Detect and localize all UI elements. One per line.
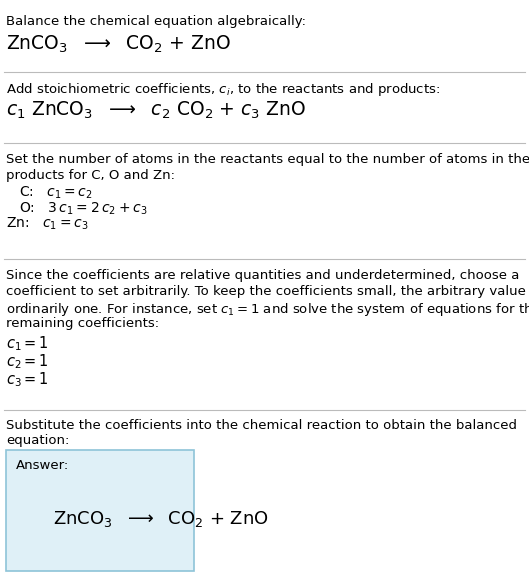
Text: equation:: equation: xyxy=(6,434,70,447)
Text: Set the number of atoms in the reactants equal to the number of atoms in the: Set the number of atoms in the reactants… xyxy=(6,153,529,166)
Text: Answer:: Answer: xyxy=(16,459,69,472)
Text: Add stoichiometric coefficients, $c_i$, to the reactants and products:: Add stoichiometric coefficients, $c_i$, … xyxy=(6,81,441,98)
Text: $c_2 = 1$: $c_2 = 1$ xyxy=(6,352,49,371)
Text: Zn:   $c_1 = c_3$: Zn: $c_1 = c_3$ xyxy=(6,216,89,232)
Text: $c_1$ ZnCO$_3$  $\longrightarrow$  $c_2$ CO$_2$ + $c_3$ ZnO: $c_1$ ZnCO$_3$ $\longrightarrow$ $c_2$ C… xyxy=(6,100,306,121)
Text: $c_3 = 1$: $c_3 = 1$ xyxy=(6,370,49,389)
Text: ordinarily one. For instance, set $c_1 = 1$ and solve the system of equations fo: ordinarily one. For instance, set $c_1 =… xyxy=(6,301,529,318)
Text: C:   $c_1 = c_2$: C: $c_1 = c_2$ xyxy=(19,184,92,201)
Text: ZnCO$_3$  $\longrightarrow$  CO$_2$ + ZnO: ZnCO$_3$ $\longrightarrow$ CO$_2$ + ZnO xyxy=(6,34,231,55)
Text: Since the coefficients are relative quantities and underdetermined, choose a: Since the coefficients are relative quan… xyxy=(6,269,519,282)
Text: remaining coefficients:: remaining coefficients: xyxy=(6,317,159,330)
Text: ZnCO$_3$  $\longrightarrow$  CO$_2$ + ZnO: ZnCO$_3$ $\longrightarrow$ CO$_2$ + ZnO xyxy=(53,510,269,529)
Text: O:   $3\,c_1 = 2\,c_2 + c_3$: O: $3\,c_1 = 2\,c_2 + c_3$ xyxy=(19,200,147,217)
Text: $c_1 = 1$: $c_1 = 1$ xyxy=(6,335,49,353)
Text: Substitute the coefficients into the chemical reaction to obtain the balanced: Substitute the coefficients into the che… xyxy=(6,419,517,431)
FancyBboxPatch shape xyxy=(6,450,194,571)
Text: Balance the chemical equation algebraically:: Balance the chemical equation algebraica… xyxy=(6,15,306,28)
Text: coefficient to set arbitrarily. To keep the coefficients small, the arbitrary va: coefficient to set arbitrarily. To keep … xyxy=(6,285,529,298)
Text: products for C, O and Zn:: products for C, O and Zn: xyxy=(6,169,175,182)
